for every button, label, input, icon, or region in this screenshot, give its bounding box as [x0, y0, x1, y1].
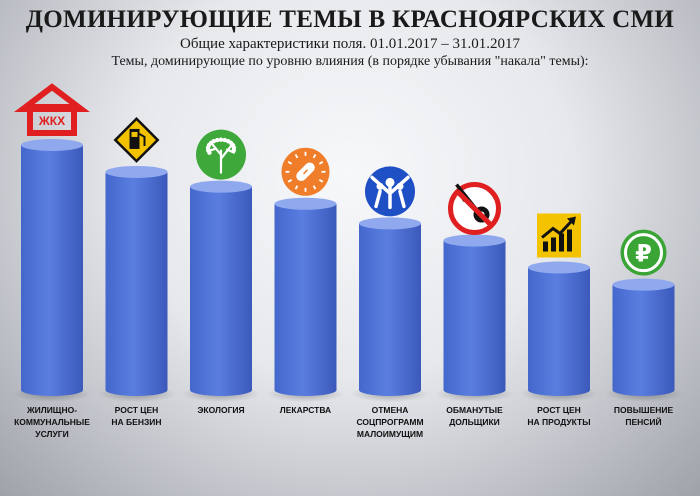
svg-text:₽: ₽	[635, 240, 652, 268]
bar	[274, 203, 337, 396]
category-label: ПОВЫШЕНИЕ ПЕНСИЙ	[613, 405, 674, 427]
category-label: РОСТ ЦЕН НА БЕНЗИН	[111, 405, 162, 427]
bar-top	[21, 139, 83, 151]
bar	[443, 240, 506, 396]
category-label: ОБМАНУТЫЕ ДОЛЬЩИКИ	[446, 405, 503, 427]
bar-top	[359, 217, 421, 230]
category-label: ЖИЛИЩНО- КОММУНАЛЬНЫЕ УСЛУГИ	[14, 405, 90, 439]
category-label: ОТМЕНА СОЦПРОГРАММ МАЛОИМУЩИМ	[356, 405, 424, 439]
category-label: РОСТ ЦЕН НА ПРОДУКТЫ	[527, 405, 591, 427]
ruble-icon: ₽	[620, 229, 667, 276]
bar-top	[528, 261, 590, 274]
no-key-icon	[448, 182, 501, 236]
fuel-pump-icon	[113, 116, 160, 163]
bar-top	[190, 180, 252, 193]
rising-chart-icon	[537, 213, 581, 258]
bar-top	[105, 165, 168, 178]
bar-top	[274, 197, 337, 210]
chart-title: ДОМИНИРУЮЩИЕ ТЕМЫ В КРАСНОЯРСКИХ СМИ	[25, 6, 675, 33]
tree-icon	[196, 129, 246, 180]
bar	[190, 186, 252, 396]
category-label: ЛЕКАРСТВА	[279, 405, 332, 415]
bar	[359, 223, 421, 396]
bar	[612, 284, 675, 396]
pill-icon	[281, 147, 330, 196]
bar	[21, 145, 83, 396]
bar	[105, 171, 168, 396]
chart-caption: Темы, доминирующие по уровню влияния (в …	[111, 54, 589, 69]
bar-top	[612, 278, 675, 291]
category-label: ЭКОЛОГИЯ	[197, 405, 245, 415]
bar	[528, 267, 590, 396]
house-zhkh-icon: ЖКХ	[14, 83, 90, 136]
svg-text:ЖКХ: ЖКХ	[38, 114, 65, 128]
chart-subtitle: Общие характеристики поля. 01.01.2017 – …	[180, 36, 520, 52]
bar-top	[443, 234, 506, 247]
people-icon	[365, 166, 415, 217]
